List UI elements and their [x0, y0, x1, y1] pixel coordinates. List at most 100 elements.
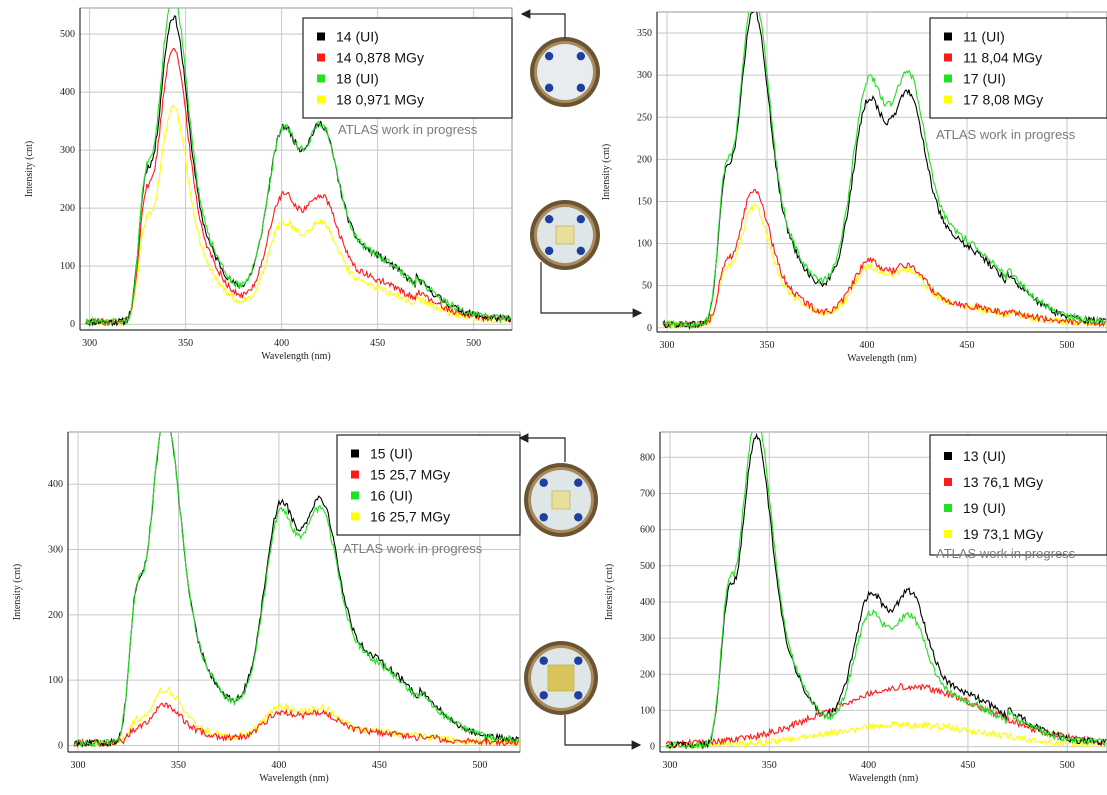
legend-entry: 13 (UI)	[963, 448, 1006, 464]
y-tick-label: 250	[637, 112, 652, 123]
sample-disc-icon	[530, 37, 600, 107]
y-tick-label: 200	[640, 669, 655, 680]
x-tick-label: 400	[271, 760, 286, 771]
legend-swatch-yellow	[317, 96, 325, 104]
y-tick-label: 800	[640, 452, 655, 463]
spectrum-chart-1: 300 350 400 450 5000100200300400500Wavelengt…	[24, 0, 512, 362]
legend: 11 (UI) 11 8,04 MGy 17 (UI) 17 8,08 MGy	[930, 18, 1107, 118]
legend: 15 (UI) 15 25,7 MGy 16 (UI) 16 25,7 MGy	[337, 435, 520, 535]
spectrum-chart-2: 300 350 400 450 500050100150200250300350Wave…	[601, 0, 1107, 364]
connector-arrows	[520, 14, 641, 745]
legend-entry: 15 25,7 MGy	[370, 467, 450, 483]
y-tick-label: 100	[640, 705, 655, 716]
sample-photo-irradiated-1	[530, 200, 600, 270]
x-tick-label: 500	[1060, 760, 1075, 771]
y-tick-label: 100	[637, 239, 652, 250]
y-tick-label: 700	[640, 488, 655, 499]
y-tick-label: 0	[650, 742, 655, 753]
atlas-annotation: ATLAS work in progress	[936, 546, 1076, 561]
legend-entry: 16 25,7 MGy	[370, 509, 450, 525]
legend-entry: 19 (UI)	[963, 500, 1006, 516]
legend-entry: 17 8,08 MGy	[963, 92, 1043, 108]
y-tick-label: 0	[70, 319, 75, 330]
legend-entry: 11 (UI)	[963, 29, 1005, 45]
legend-entry: 13 76,1 MGy	[963, 474, 1043, 490]
x-axis-label: Wavelength (nm)	[849, 773, 918, 784]
atlas-annotation: ATLAS work in progress	[338, 122, 478, 137]
y-tick-label: 300	[60, 145, 75, 156]
legend-swatch-green	[944, 504, 952, 512]
sample-disc-icon	[530, 200, 600, 270]
x-tick-label: 350	[762, 760, 777, 771]
y-tick-label: 300	[48, 545, 63, 556]
legend-entry: 16 (UI)	[370, 488, 413, 504]
y-tick-label: 300	[637, 70, 652, 81]
x-tick-label: 300	[660, 340, 675, 351]
x-tick-label: 450	[960, 760, 975, 771]
atlas-annotation: ATLAS work in progress	[343, 541, 483, 556]
connector-arrow-bottom-left	[520, 438, 565, 462]
x-axis-label: Wavelength (nm)	[259, 773, 328, 784]
y-axis-label: Intensity (cnt)	[601, 144, 612, 200]
x-tick-label: 300	[71, 760, 86, 771]
x-tick-label: 300	[662, 760, 677, 771]
connector-arrow-top-left	[522, 14, 565, 38]
legend: 13 (UI) 13 76,1 MGy 19 (UI) 19 73,1 MGy	[930, 435, 1107, 555]
x-tick-label: 450	[372, 760, 387, 771]
legend-swatch-green	[351, 492, 359, 500]
y-tick-label: 0	[58, 740, 63, 751]
y-tick-label: 200	[60, 203, 75, 214]
legend-swatch-green	[317, 75, 325, 83]
y-tick-label: 150	[637, 196, 652, 207]
legend-swatch-black	[944, 33, 952, 41]
x-tick-label: 350	[178, 338, 193, 349]
x-axis-label: Wavelength (nm)	[847, 353, 916, 364]
x-tick-label: 400	[274, 338, 289, 349]
spectrum-chart-3: 300 350 400 450 500 0 100 200 300 400 Wavelength (…	[12, 413, 520, 784]
legend-swatch-black	[317, 33, 325, 41]
legend-entry: 17 (UI)	[963, 71, 1006, 87]
x-tick-label: 500	[472, 760, 487, 771]
x-tick-label: 300	[82, 338, 97, 349]
x-tick-label: 450	[370, 338, 385, 349]
sample-disc-icon	[524, 463, 598, 537]
sample-photo-unirradiated-1	[530, 37, 600, 107]
legend: 14 (UI) 14 0,878 MGy 18 (UI) 18 0,971 MGy	[303, 18, 512, 118]
legend-entry: 18 0,971 MGy	[336, 92, 424, 108]
y-tick-label: 600	[640, 525, 655, 536]
legend-swatch-yellow	[944, 96, 952, 104]
x-tick-label: 400	[860, 340, 875, 351]
y-tick-label: 50	[642, 281, 652, 292]
y-tick-label: 200	[637, 154, 652, 165]
y-tick-label: 350	[637, 28, 652, 39]
x-tick-label: 500	[1060, 340, 1075, 351]
x-tick-label: 350	[171, 760, 186, 771]
legend-entry: 11 8,04 MGy	[963, 50, 1042, 66]
legend-swatch-red	[317, 54, 325, 62]
y-tick-label: 400	[60, 87, 75, 98]
sample-photo-irradiated-2	[524, 463, 598, 537]
x-tick-label: 350	[760, 340, 775, 351]
legend-swatch-black	[944, 452, 952, 460]
y-axis-label: Intensity (cnt)	[12, 564, 23, 620]
legend-entry: 14 0,878 MGy	[336, 50, 424, 66]
legend-swatch-yellow	[351, 513, 359, 521]
legend-entry: 15 (UI)	[370, 446, 413, 462]
y-tick-label: 500	[60, 29, 75, 40]
sample-disc-icon	[524, 641, 598, 715]
y-tick-label: 100	[48, 675, 63, 686]
connector-arrow-top-right	[541, 262, 641, 313]
atlas-annotation: ATLAS work in progress	[936, 127, 1076, 142]
y-tick-label: 200	[48, 610, 63, 621]
legend-entry: 18 (UI)	[336, 71, 379, 87]
y-tick-label: 400	[48, 479, 63, 490]
legend-swatch-green	[944, 75, 952, 83]
x-axis-label: Wavelength (nm)	[261, 351, 330, 362]
x-tick-label: 500	[466, 338, 481, 349]
legend-entry: 14 (UI)	[336, 29, 379, 45]
sample-photo-irradiated-3	[524, 641, 598, 715]
legend-entry: 19 73,1 MGy	[963, 526, 1043, 542]
y-axis-label: Intensity (cnt)	[604, 564, 615, 620]
y-axis-label: Intensity (cnt)	[24, 141, 35, 197]
connector-arrow-bottom-right	[565, 715, 640, 745]
